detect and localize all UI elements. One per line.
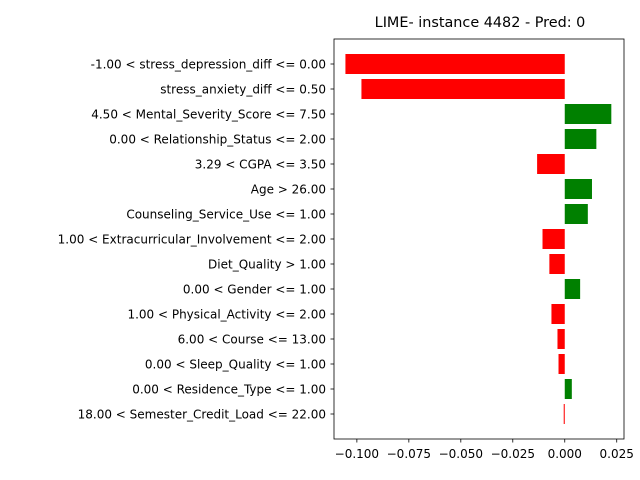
x-tick-label: −0.100 xyxy=(335,447,379,461)
y-tick-label: 0.00 < Relationship_Status <= 2.00 xyxy=(109,132,326,146)
y-tick-label: 0.00 < Residence_Type <= 1.00 xyxy=(132,382,326,396)
y-tick-label: -1.00 < stress_depression_diff <= 0.00 xyxy=(91,57,326,71)
x-tick-label: −0.075 xyxy=(387,447,431,461)
bar-10 xyxy=(564,279,581,299)
chart-title: LIME- instance 4482 - Pred: 0 xyxy=(375,15,586,31)
bar-11 xyxy=(551,304,565,324)
x-tick-label: 0.000 xyxy=(548,447,582,461)
bar-15 xyxy=(563,404,565,424)
y-tick-label: 6.00 < Course <= 13.00 xyxy=(178,332,326,346)
y-tick-labels: -1.00 < stress_depression_diff <= 0.00 st… xyxy=(58,57,334,421)
y-tick-label: 4.50 < Mental_Severity_Score <= 7.50 xyxy=(91,107,326,121)
bar-14 xyxy=(564,379,572,399)
y-tick-label: 1.00 < Extracurricular_Involvement <= 2.… xyxy=(58,232,326,246)
y-tick-label: 0.00 < Sleep_Quality <= 1.00 xyxy=(145,357,326,371)
bar-1 xyxy=(345,54,565,74)
bar-12 xyxy=(557,329,565,349)
bar-13 xyxy=(558,354,565,374)
axes-frame xyxy=(333,38,625,440)
bar-8 xyxy=(542,229,565,249)
bar-3 xyxy=(564,104,612,124)
x-tick-group: −0.100 −0.075 −0.050 −0.025 0.000 0.025 xyxy=(335,439,634,461)
bars-group xyxy=(345,54,612,424)
bar-9 xyxy=(549,254,565,274)
y-tick-label: stress_anxiety_diff <= 0.50 xyxy=(160,82,326,96)
bar-2 xyxy=(361,79,565,99)
y-tick-label: 3.29 < CGPA <= 3.50 xyxy=(195,157,326,171)
y-tick-label: 1.00 < Physical_Activity <= 2.00 xyxy=(127,307,326,321)
x-tick-label: −0.050 xyxy=(439,447,483,461)
x-tick-label: 0.025 xyxy=(600,447,634,461)
bar-7 xyxy=(564,204,588,224)
y-tick-label: 18.00 < Semester_Credit_Load <= 22.00 xyxy=(78,407,326,421)
bar-4 xyxy=(564,129,597,149)
y-tick-label: 0.00 < Gender <= 1.00 xyxy=(183,282,326,296)
x-tick-label: −0.025 xyxy=(491,447,535,461)
bar-5 xyxy=(537,154,565,174)
y-tick-label: Counseling_Service_Use <= 1.00 xyxy=(126,207,326,221)
y-tick-label: Age > 26.00 xyxy=(251,182,326,196)
y-tick-label: Diet_Quality > 1.00 xyxy=(208,257,326,271)
bar-6 xyxy=(564,179,592,199)
